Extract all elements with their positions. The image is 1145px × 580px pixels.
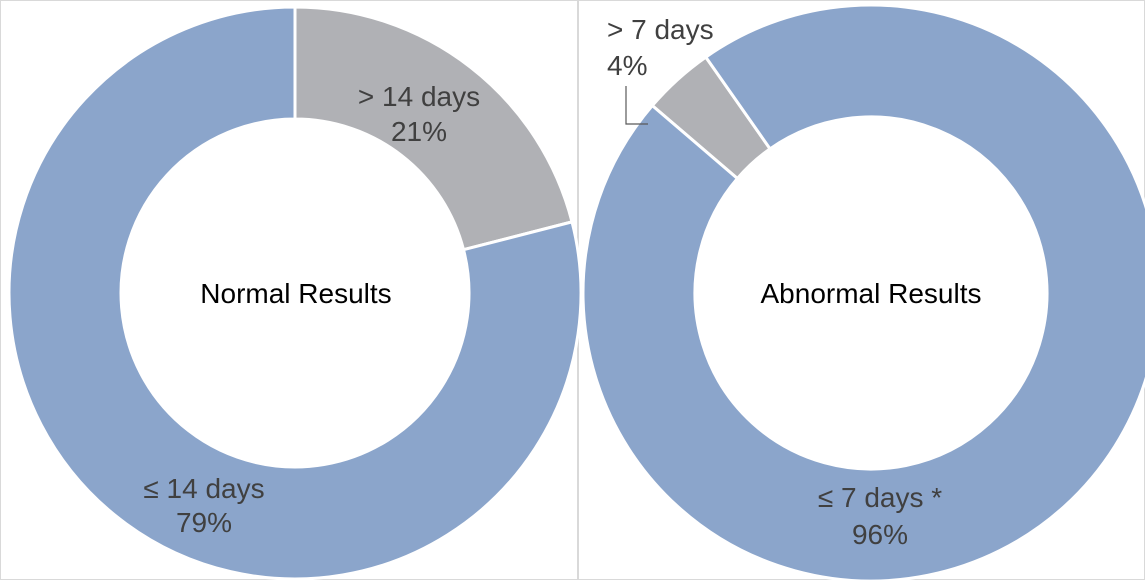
slice-label-normal-within-14-days: ≤ 14 days: [143, 473, 264, 504]
slice-normal-over-14-days: [293, 5, 574, 252]
slice-abnormal-within-7-days: [581, 3, 1145, 580]
donut-normal-slices: [7, 5, 583, 580]
slice-label-abnormal-within-7-days: ≤ 7 days *: [818, 482, 942, 513]
donut-normal: Normal Results > 14 days 21% ≤ 14 days 7…: [7, 5, 583, 580]
donut-normal-center-label: Normal Results: [200, 278, 391, 309]
slice-label-abnormal-over-7-days: > 7 days: [607, 14, 714, 45]
donut-abnormal: Abnormal Results > 7 days 4% ≤ 7 days * …: [581, 3, 1145, 580]
slice-label-normal-over-14-days: > 14 days: [358, 81, 480, 112]
slice-normal-within-14-days: [7, 5, 583, 580]
slice-value-abnormal-over-7-days: 4%: [607, 50, 647, 81]
donut-abnormal-slices: [581, 3, 1145, 580]
slice-value-normal-within-14-days: 79%: [176, 507, 232, 538]
slice-value-normal-over-14-days: 21%: [391, 116, 447, 147]
leader-line-abnormal-over-7-days: [625, 86, 648, 125]
donut-abnormal-center-label: Abnormal Results: [761, 278, 982, 309]
slice-value-abnormal-within-7-days: 96%: [852, 519, 908, 550]
